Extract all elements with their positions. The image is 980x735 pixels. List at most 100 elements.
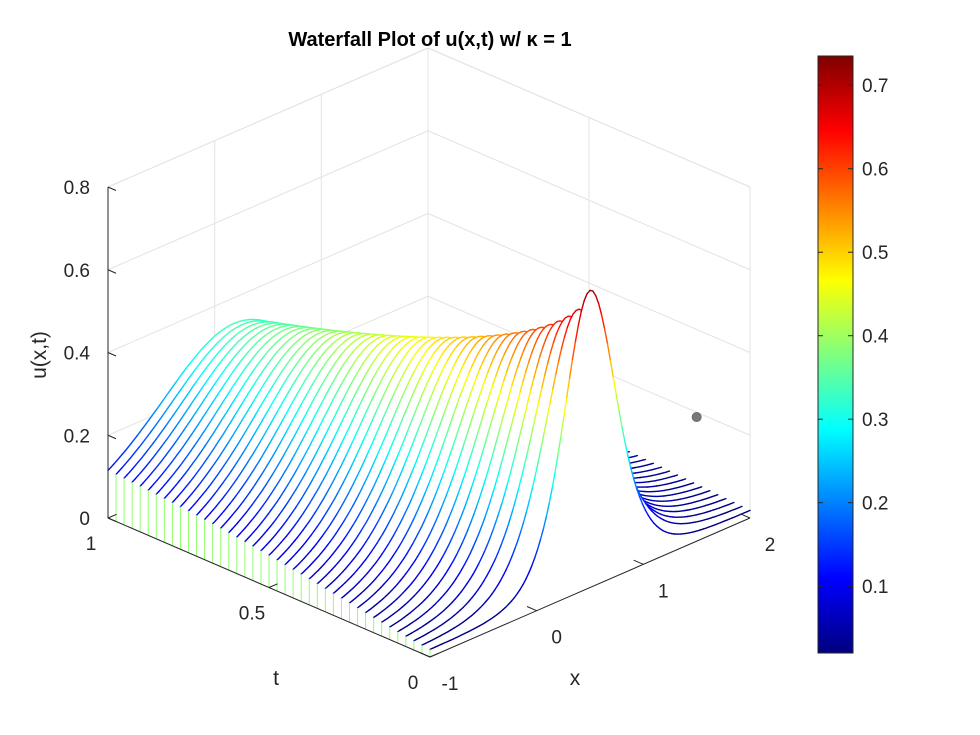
waterfall-segment — [541, 374, 546, 389]
waterfall-segment — [217, 373, 223, 379]
waterfall-segment — [362, 540, 367, 547]
waterfall-segment — [351, 360, 357, 367]
waterfall-segment — [549, 341, 555, 353]
waterfall-segment — [430, 439, 436, 449]
waterfall-segment — [228, 528, 233, 534]
waterfall-segment — [289, 418, 295, 425]
waterfall-segment — [280, 454, 285, 461]
t-tick-mark — [429, 652, 439, 658]
waterfall-segment — [192, 457, 198, 464]
waterfall-segment — [156, 461, 162, 467]
waterfall-segment — [380, 393, 385, 402]
waterfall-segment — [305, 358, 310, 365]
waterfall-segment — [284, 483, 290, 490]
waterfall-segment — [390, 346, 395, 351]
waterfall-segment — [309, 561, 314, 567]
waterfall-segment — [305, 521, 310, 527]
waterfall-segment — [482, 438, 488, 450]
waterfall-segment — [308, 516, 313, 523]
waterfall-segment — [350, 481, 355, 489]
waterfall-segment — [207, 419, 213, 426]
waterfall-segment — [368, 350, 373, 356]
waterfall-segment — [437, 394, 442, 404]
waterfall-segment — [483, 575, 488, 582]
waterfall-segment — [269, 454, 274, 462]
waterfall-segment — [481, 379, 486, 390]
waterfall-segment — [279, 492, 284, 499]
waterfall-segment — [259, 436, 264, 443]
waterfall-segment — [491, 589, 496, 595]
waterfall-segment — [152, 438, 157, 444]
waterfall-segment — [409, 518, 415, 527]
waterfall-segment — [478, 387, 483, 398]
waterfall-segment — [265, 349, 270, 355]
waterfall-segment — [431, 521, 437, 530]
waterfall-segment — [430, 352, 435, 358]
waterfall-segment — [208, 465, 214, 472]
box-top-edge-1 — [427, 47, 751, 188]
waterfall-segment — [352, 498, 358, 506]
waterfall-segment — [151, 468, 156, 474]
waterfall-segment — [343, 358, 348, 364]
waterfall-segment — [414, 428, 420, 438]
waterfall-segment — [537, 446, 542, 463]
waterfall-segment — [374, 406, 379, 415]
waterfall-segment — [393, 505, 399, 513]
waterfall-segment — [360, 349, 365, 354]
waterfall-segment — [387, 349, 392, 355]
waterfall-segment — [285, 390, 290, 398]
waterfall-segment — [545, 502, 550, 518]
waterfall-segment — [358, 399, 363, 407]
waterfall-segment — [195, 453, 201, 460]
waterfall-segment — [500, 353, 506, 362]
waterfall-segment — [447, 538, 453, 546]
waterfall-segment — [405, 362, 411, 369]
waterfall-segment — [488, 418, 493, 430]
waterfall-segment — [335, 356, 340, 363]
waterfall-segment — [177, 433, 182, 440]
waterfall-segment — [286, 373, 291, 380]
waterfall-segment — [413, 592, 418, 598]
waterfall-segment — [386, 381, 391, 390]
waterfall-segment — [304, 538, 310, 544]
waterfall-segment — [276, 405, 281, 413]
u-tick-label: 0.8 — [64, 178, 90, 199]
waterfall-segment — [286, 358, 291, 365]
waterfall-segment — [229, 499, 234, 505]
waterfall-segment — [509, 355, 514, 364]
waterfall-segment — [493, 479, 498, 491]
waterfall-segment — [294, 520, 299, 526]
waterfall-segment — [421, 387, 426, 396]
waterfall-segment — [254, 351, 259, 356]
waterfall-segment — [392, 432, 398, 442]
waterfall-segment — [373, 455, 378, 464]
waterfall-segment — [403, 367, 408, 375]
waterfall-segment — [290, 492, 295, 499]
waterfall-segment — [338, 442, 343, 450]
waterfall-segment — [229, 434, 234, 441]
waterfall-segment — [187, 507, 193, 512]
waterfall-segment — [360, 415, 365, 424]
waterfall-segment — [466, 578, 471, 585]
waterfall-segment — [422, 366, 427, 374]
waterfall-segment — [192, 473, 197, 479]
waterfall-segment — [261, 382, 266, 389]
waterfall-segment — [282, 550, 287, 555]
waterfall-segment — [390, 440, 395, 449]
waterfall-segment — [352, 434, 357, 443]
waterfall-segment — [442, 523, 448, 532]
waterfall-segment — [319, 418, 325, 426]
waterfall-segment — [386, 559, 391, 565]
waterfall-segment — [463, 432, 469, 444]
waterfall-segment — [367, 364, 373, 371]
waterfall-segment — [415, 506, 420, 514]
waterfall-segment — [315, 466, 320, 474]
waterfall-segment — [503, 370, 508, 381]
waterfall-segment — [449, 582, 454, 588]
waterfall-segment — [411, 435, 417, 445]
waterfall-segment — [508, 384, 513, 397]
waterfall-segment — [188, 416, 194, 423]
waterfall-segment — [299, 367, 305, 373]
waterfall-segment — [259, 417, 265, 425]
waterfall-segment — [162, 453, 168, 460]
